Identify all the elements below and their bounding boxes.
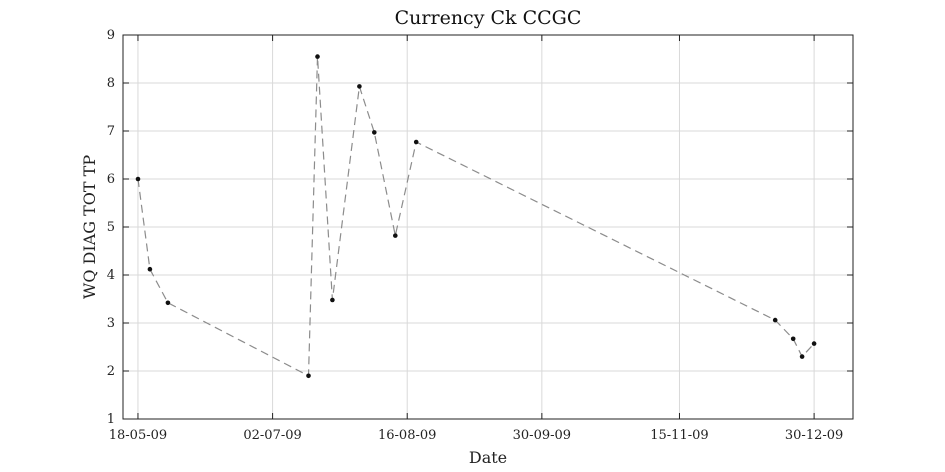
data-point (357, 84, 362, 89)
x-tick-label: 18-05-09 (109, 428, 167, 443)
ticks-layer: 1 2 3 4 5 6 7 8 9 18-05-09 02-07-09 16-08-09 30-09-0… (107, 28, 853, 443)
data-point (135, 176, 141, 182)
data-point (147, 266, 153, 272)
y-tick-label: 9 (107, 28, 115, 43)
x-tick-label: 15-11-09 (650, 428, 708, 443)
x-tick-label: 30-12-09 (785, 428, 843, 443)
data-point (413, 139, 419, 145)
data-point (799, 354, 805, 359)
x-tick-label: 16-08-09 (378, 428, 436, 443)
data-point (393, 233, 398, 238)
y-tick-label: 3 (107, 316, 115, 331)
data-point (165, 300, 171, 306)
y-tick-label: 7 (107, 124, 115, 139)
grid-layer (123, 34, 853, 420)
data-points-layer (135, 54, 817, 379)
y-tick-label: 4 (107, 268, 115, 283)
y-tick-label: 8 (107, 76, 115, 91)
y-axis-label: WQ DIAG TOT TP (80, 155, 99, 299)
series-line-layer (137, 56, 815, 377)
y-tick-label: 5 (107, 220, 115, 235)
x-axis-label: Date (469, 448, 507, 467)
data-point (772, 317, 778, 323)
data-point (790, 336, 796, 342)
y-tick-label: 2 (107, 364, 115, 379)
data-point (811, 341, 817, 346)
data-point (330, 297, 335, 303)
data-point (315, 54, 320, 59)
x-tick-label: 02-07-09 (243, 428, 301, 443)
y-tick-label: 1 (107, 412, 115, 427)
y-tick-label: 6 (107, 172, 115, 187)
chart-title: Currency Ck CCGC (395, 7, 582, 29)
data-point (306, 373, 311, 379)
x-tick-label: 30-09-09 (513, 428, 571, 443)
series-line (137, 56, 815, 377)
data-point (372, 130, 377, 135)
